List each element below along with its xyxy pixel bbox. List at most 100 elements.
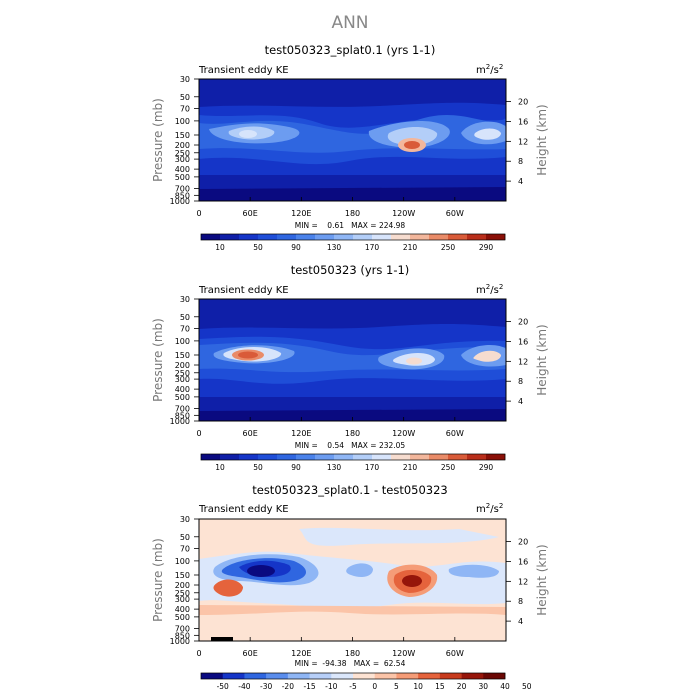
units-label: m2/s2 — [476, 63, 503, 76]
y-tick-label: 850 — [175, 411, 190, 420]
x-tick-label: 120W — [392, 649, 415, 658]
y2-tick-label: 8 — [518, 377, 523, 386]
panel-2: test050323 (yrs 1-1) Transient eddy KE m… — [151, 263, 549, 472]
y2-tick-label: 8 — [518, 157, 523, 166]
colorbar-swatch — [239, 454, 259, 460]
y-tick-label: 70 — [180, 544, 190, 553]
colorbar-swatch — [244, 673, 267, 679]
colorbar-swatch — [410, 454, 430, 460]
panel-title: test050323_splat0.1 (yrs 1-1) — [265, 43, 436, 57]
y2-tick-label: 4 — [518, 617, 523, 626]
y-tick-label: 400 — [175, 605, 190, 614]
heatmap-plot — [199, 299, 506, 421]
colorbar-label: 50 — [253, 243, 263, 252]
colorbar-label: 5 — [394, 682, 399, 691]
colorbar-label: 210 — [403, 243, 418, 252]
colorbar-swatch — [439, 673, 462, 679]
field-level-pos-1 — [199, 605, 506, 615]
y-tick-label: 250 — [175, 149, 190, 158]
colorbar-label: -40 — [238, 682, 250, 691]
y-tick-label: 30 — [180, 515, 190, 524]
y-tick-label: 100 — [175, 337, 190, 346]
colorbar-label: 170 — [365, 463, 380, 472]
colorbar-label: 20 — [457, 682, 467, 691]
field-level-6c — [474, 128, 501, 140]
colorbar-label: 170 — [365, 243, 380, 252]
colorbar-label: -30 — [260, 682, 272, 691]
colorbar-swatch — [429, 454, 449, 460]
panel-1: test050323_splat0.1 (yrs 1-1) Transient … — [151, 43, 549, 252]
y2-axis-label: Height (km) — [535, 544, 549, 615]
y-tick-label: 300 — [175, 155, 190, 164]
colorbar-label: 30 — [479, 682, 489, 691]
colorbar-swatch — [372, 454, 392, 460]
y2-tick-label: 4 — [518, 397, 523, 406]
y-tick-label: 70 — [180, 324, 190, 333]
colorbar-swatch — [396, 673, 419, 679]
y2-axis-label: Height (km) — [535, 104, 549, 175]
y2-tick-label: 20 — [518, 538, 528, 547]
heatmap-plot — [199, 79, 506, 201]
figure-title: ANN — [331, 13, 368, 33]
colorbar-label: 250 — [441, 463, 456, 472]
colorbar-frame — [200, 672, 506, 680]
x-tick-label: 0 — [196, 429, 201, 438]
colorbar-swatch — [374, 673, 397, 679]
colorbar-swatch — [201, 454, 221, 460]
y-tick-label: 150 — [175, 571, 190, 580]
colorbar-swatch — [277, 234, 297, 240]
colorbar-swatch — [334, 234, 354, 240]
colorbar-label: -15 — [303, 682, 315, 691]
y-tick-label: 250 — [175, 589, 190, 598]
y-tick-label: 1000 — [170, 637, 190, 646]
field-surface — [199, 409, 506, 421]
y-axis-label: Pressure (mb) — [151, 98, 165, 182]
colorbar-frame — [200, 233, 506, 241]
y2-tick-label: 20 — [518, 98, 528, 107]
panel-3: test050323_splat0.1 - test050323 Transie… — [151, 483, 549, 691]
y-tick-label: 50 — [180, 93, 190, 102]
colorbar-swatch — [353, 454, 373, 460]
y2-tick-label: 16 — [518, 557, 528, 566]
y-tick-label: 50 — [180, 313, 190, 322]
y-tick-label: 50 — [180, 533, 190, 542]
colorbar-swatch — [483, 673, 506, 679]
colorbar-swatch — [391, 454, 411, 460]
x-tick-label: 0 — [196, 209, 201, 218]
colorbar-frame — [200, 453, 506, 461]
colorbar-swatch — [467, 454, 487, 460]
colorbar-swatch — [287, 673, 310, 679]
field-level-6c — [473, 350, 501, 362]
y2-tick-label: 12 — [518, 577, 528, 586]
y2-tick-label: 4 — [518, 177, 523, 186]
colorbar-swatch — [201, 673, 224, 679]
colorbar-label: 10 — [413, 682, 423, 691]
y-tick-label: 500 — [175, 393, 190, 402]
field-level-pos-4 — [402, 575, 422, 587]
y-tick-label: 1000 — [170, 417, 190, 426]
y2-tick-label: 8 — [518, 597, 523, 606]
field-level-7b — [406, 357, 422, 365]
y-tick-label: 30 — [180, 75, 190, 84]
y-tick-label: 400 — [175, 165, 190, 174]
units-label: m2/s2 — [476, 283, 503, 296]
x-tick-label: 120W — [392, 209, 415, 218]
colorbar-label: 10 — [215, 243, 225, 252]
x-tick-label: 0 — [196, 649, 201, 658]
colorbar-swatch — [372, 234, 392, 240]
field-level-8 — [238, 351, 258, 359]
y-axis-label: Pressure (mb) — [151, 318, 165, 402]
colorbar-swatch — [486, 454, 506, 460]
colorbar-swatch — [353, 673, 376, 679]
min-max-stats: MIN = -94.38 MAX = 62.54 — [295, 659, 406, 668]
y2-tick-label: 16 — [518, 117, 528, 126]
colorbar-label: 90 — [291, 463, 301, 472]
heatmap-plot — [199, 519, 506, 641]
field-level-pos-3b — [213, 579, 243, 597]
field-level-neg-1 — [299, 527, 499, 546]
colorbar-swatch — [315, 454, 335, 460]
colorbar-swatch — [334, 454, 354, 460]
y-tick-label: 500 — [175, 613, 190, 622]
y-tick-label: 200 — [175, 361, 190, 370]
